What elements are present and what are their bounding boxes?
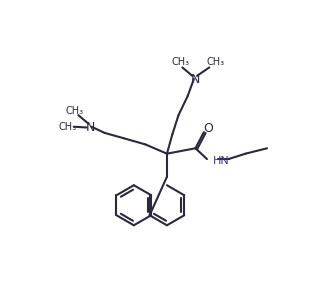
Text: CH₃: CH₃ [206, 57, 225, 67]
Text: N: N [85, 121, 95, 134]
Text: CH₃: CH₃ [172, 57, 190, 67]
Text: HN: HN [212, 156, 229, 166]
Text: CH₃: CH₃ [65, 106, 84, 116]
Text: CH₃: CH₃ [58, 122, 77, 132]
Text: N: N [191, 73, 200, 86]
Text: O: O [203, 122, 213, 135]
